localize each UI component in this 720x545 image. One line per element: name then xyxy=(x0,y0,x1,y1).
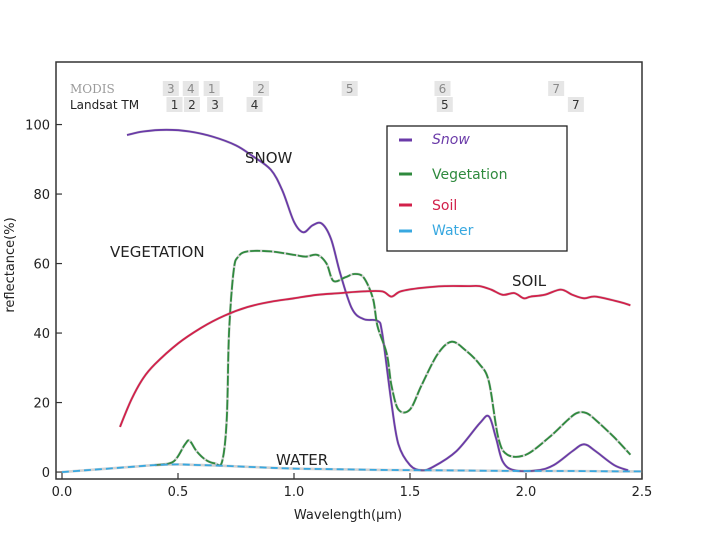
legend-box xyxy=(386,125,568,252)
series-lines xyxy=(61,128,642,474)
y-tick-label: 100 xyxy=(25,119,50,134)
band-number-label: 5 xyxy=(441,98,449,112)
y-tick-label: 60 xyxy=(33,258,50,273)
x-tick-label: 0.5 xyxy=(168,485,189,500)
band-number-label: 1 xyxy=(171,98,179,112)
x-tick-label: 2.0 xyxy=(516,485,537,500)
band-marker xyxy=(162,81,179,96)
band-number-label: 5 xyxy=(346,82,354,96)
band-number-label: 3 xyxy=(167,82,175,96)
band-number-label: 6 xyxy=(439,82,447,96)
band-number-label: 4 xyxy=(187,82,195,96)
x-tick-label: 0.0 xyxy=(52,485,73,500)
band-number-label: 7 xyxy=(552,82,560,96)
band-marker xyxy=(182,81,199,96)
y-axis-title: reflectance(%) xyxy=(3,217,18,312)
curve-label-snow: SNOW xyxy=(245,149,293,167)
series-line-water xyxy=(61,463,642,473)
band-marker xyxy=(341,81,358,96)
series-line-soil xyxy=(119,284,631,428)
band-marker xyxy=(253,81,270,96)
y-tick-label: 20 xyxy=(33,397,50,412)
band-number-label: 7 xyxy=(572,98,580,112)
curve-label-water: WATER xyxy=(276,451,328,469)
band-row-label-landsat: Landsat TM xyxy=(70,98,139,112)
legend: Snow Vegetation Soil Water xyxy=(386,125,568,252)
legend-label-water: Water xyxy=(432,223,474,239)
x-tick-label: 1.5 xyxy=(400,485,421,500)
x-tick-label: 2.5 xyxy=(632,485,653,500)
band-marker xyxy=(434,81,451,96)
y-tick-label: 0 xyxy=(42,466,50,481)
band-row-label-modis: MODIS xyxy=(70,82,115,96)
legend-label-soil: Soil xyxy=(432,198,457,214)
band-marker xyxy=(548,81,565,96)
band-marker xyxy=(436,97,453,112)
band-number-label: 1 xyxy=(208,82,216,96)
band-marker xyxy=(166,97,183,112)
legend-label-vegetation: Vegetation xyxy=(432,167,508,183)
curve-label-vegetation: VEGETATION xyxy=(110,243,205,261)
band-marker xyxy=(183,97,200,112)
band-marker xyxy=(567,97,584,112)
legend-label-snow: Snow xyxy=(432,132,470,148)
band-marker xyxy=(207,97,224,112)
series-line-vegetation xyxy=(154,249,632,467)
y-tick-label: 40 xyxy=(33,327,50,342)
band-marker xyxy=(203,81,220,96)
band-number-label: 4 xyxy=(251,98,259,112)
x-tick-label: 1.0 xyxy=(284,485,305,500)
band-number-label: 3 xyxy=(211,98,219,112)
band-marker xyxy=(246,97,263,112)
axes: 0.0 0.5 1.0 1.5 2.0 2.5 0 20 40 60 80 100 xyxy=(25,119,652,500)
sensor-band-rows: MODIS Landsat TM 3 4 1 2 5 6 71 2 3 4 5 7 xyxy=(70,81,584,112)
band-number-label: 2 xyxy=(257,82,265,96)
x-axis-title: Wavelength(µm) xyxy=(294,508,402,523)
band-number-label: 2 xyxy=(188,98,196,112)
curve-label-soil: SOIL xyxy=(512,272,547,290)
y-tick-label: 80 xyxy=(33,188,50,203)
plot-frame xyxy=(55,61,643,480)
